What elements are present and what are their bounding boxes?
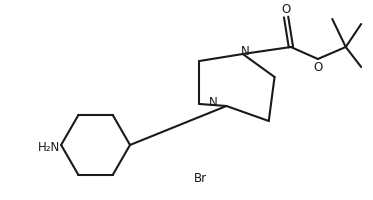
Text: O: O xyxy=(282,3,291,16)
Text: H₂N: H₂N xyxy=(38,141,60,154)
Text: O: O xyxy=(313,60,323,73)
Text: N: N xyxy=(209,96,218,109)
Text: N: N xyxy=(241,44,250,57)
Text: Br: Br xyxy=(194,171,207,184)
